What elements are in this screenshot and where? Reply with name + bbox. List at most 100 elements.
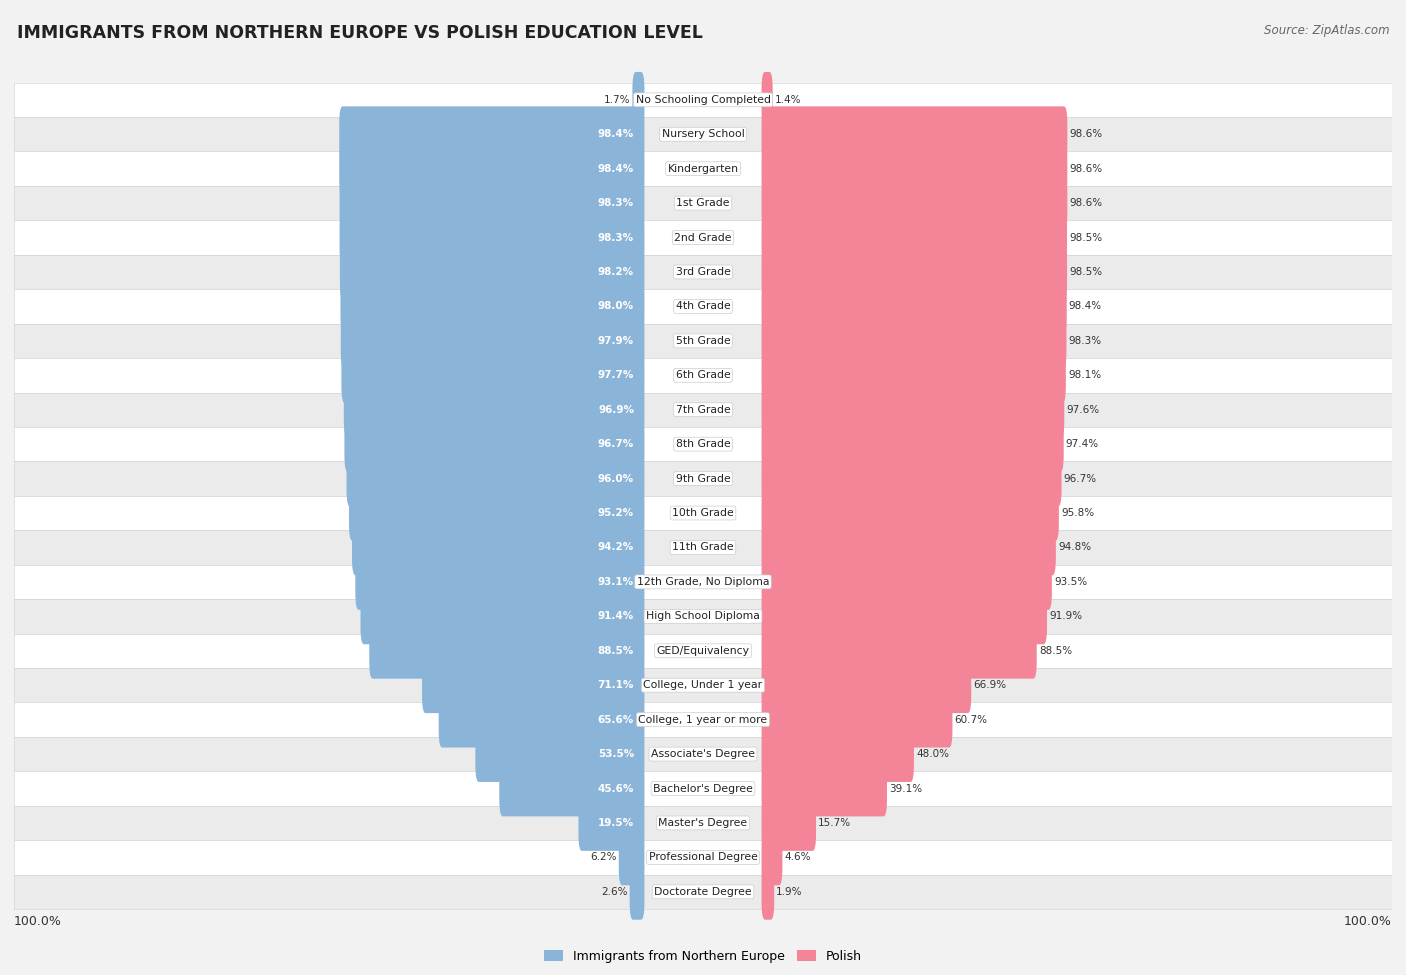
FancyBboxPatch shape — [14, 358, 1392, 393]
Text: 98.3%: 98.3% — [1069, 335, 1102, 346]
FancyBboxPatch shape — [14, 565, 1392, 599]
Text: 93.1%: 93.1% — [598, 577, 634, 587]
Text: 66.9%: 66.9% — [973, 681, 1007, 690]
Text: Master's Degree: Master's Degree — [658, 818, 748, 828]
Text: 88.5%: 88.5% — [598, 645, 634, 656]
Text: 96.9%: 96.9% — [598, 405, 634, 414]
FancyBboxPatch shape — [762, 313, 1066, 369]
Text: 97.7%: 97.7% — [598, 370, 634, 380]
Text: 10th Grade: 10th Grade — [672, 508, 734, 518]
Text: 97.6%: 97.6% — [1066, 405, 1099, 414]
Text: 98.6%: 98.6% — [1070, 198, 1102, 208]
Text: 98.4%: 98.4% — [598, 164, 634, 174]
FancyBboxPatch shape — [762, 72, 773, 128]
FancyBboxPatch shape — [762, 520, 1056, 575]
Legend: Immigrants from Northern Europe, Polish: Immigrants from Northern Europe, Polish — [538, 945, 868, 968]
FancyBboxPatch shape — [14, 805, 1392, 840]
FancyBboxPatch shape — [762, 347, 1066, 404]
FancyBboxPatch shape — [762, 279, 1067, 334]
Text: 5th Grade: 5th Grade — [676, 335, 730, 346]
Text: 98.3%: 98.3% — [598, 233, 634, 243]
Text: GED/Equivalency: GED/Equivalency — [657, 645, 749, 656]
Text: 2nd Grade: 2nd Grade — [675, 233, 731, 243]
FancyBboxPatch shape — [356, 554, 644, 609]
Text: 98.3%: 98.3% — [598, 198, 634, 208]
FancyBboxPatch shape — [762, 416, 1064, 472]
FancyBboxPatch shape — [339, 106, 644, 162]
Text: 95.2%: 95.2% — [598, 508, 634, 518]
Text: Bachelor's Degree: Bachelor's Degree — [652, 784, 754, 794]
Text: 12th Grade, No Diploma: 12th Grade, No Diploma — [637, 577, 769, 587]
FancyBboxPatch shape — [344, 382, 644, 438]
Text: 53.5%: 53.5% — [598, 749, 634, 760]
Text: 93.5%: 93.5% — [1054, 577, 1087, 587]
FancyBboxPatch shape — [762, 244, 1067, 300]
FancyBboxPatch shape — [14, 496, 1392, 530]
FancyBboxPatch shape — [578, 795, 644, 851]
FancyBboxPatch shape — [370, 623, 644, 679]
FancyBboxPatch shape — [14, 634, 1392, 668]
Text: Associate's Degree: Associate's Degree — [651, 749, 755, 760]
Text: 6.2%: 6.2% — [591, 852, 617, 862]
Text: 71.1%: 71.1% — [598, 681, 634, 690]
FancyBboxPatch shape — [352, 520, 644, 575]
Text: Nursery School: Nursery School — [662, 130, 744, 139]
FancyBboxPatch shape — [342, 347, 644, 404]
FancyBboxPatch shape — [762, 486, 1059, 541]
Text: Doctorate Degree: Doctorate Degree — [654, 887, 752, 897]
FancyBboxPatch shape — [499, 760, 644, 816]
FancyBboxPatch shape — [14, 324, 1392, 358]
FancyBboxPatch shape — [619, 830, 644, 885]
Text: 60.7%: 60.7% — [955, 715, 987, 724]
Text: 98.2%: 98.2% — [598, 267, 634, 277]
Text: 3rd Grade: 3rd Grade — [675, 267, 731, 277]
Text: IMMIGRANTS FROM NORTHERN EUROPE VS POLISH EDUCATION LEVEL: IMMIGRANTS FROM NORTHERN EUROPE VS POLIS… — [17, 24, 703, 42]
Text: 7th Grade: 7th Grade — [676, 405, 730, 414]
FancyBboxPatch shape — [762, 760, 887, 816]
Text: 96.0%: 96.0% — [598, 474, 634, 484]
FancyBboxPatch shape — [762, 382, 1064, 438]
Text: 91.9%: 91.9% — [1049, 611, 1083, 621]
Text: 4.6%: 4.6% — [785, 852, 811, 862]
FancyBboxPatch shape — [14, 83, 1392, 117]
FancyBboxPatch shape — [14, 290, 1392, 324]
Text: 98.5%: 98.5% — [1069, 233, 1102, 243]
Text: Kindergarten: Kindergarten — [668, 164, 738, 174]
FancyBboxPatch shape — [14, 186, 1392, 220]
FancyBboxPatch shape — [346, 450, 644, 506]
Text: 1.4%: 1.4% — [775, 95, 801, 105]
Text: 15.7%: 15.7% — [818, 818, 851, 828]
Text: 98.1%: 98.1% — [1069, 370, 1101, 380]
FancyBboxPatch shape — [630, 864, 644, 919]
FancyBboxPatch shape — [762, 691, 952, 748]
FancyBboxPatch shape — [422, 657, 644, 713]
FancyBboxPatch shape — [633, 72, 644, 128]
FancyBboxPatch shape — [14, 254, 1392, 290]
FancyBboxPatch shape — [344, 416, 644, 472]
FancyBboxPatch shape — [762, 450, 1062, 506]
FancyBboxPatch shape — [14, 668, 1392, 702]
Text: 91.4%: 91.4% — [598, 611, 634, 621]
FancyBboxPatch shape — [14, 461, 1392, 496]
FancyBboxPatch shape — [762, 726, 914, 782]
Text: 95.8%: 95.8% — [1062, 508, 1094, 518]
FancyBboxPatch shape — [340, 210, 644, 265]
Text: 11th Grade: 11th Grade — [672, 542, 734, 553]
Text: 98.4%: 98.4% — [598, 130, 634, 139]
FancyBboxPatch shape — [762, 589, 1047, 644]
FancyBboxPatch shape — [14, 427, 1392, 461]
Text: 97.9%: 97.9% — [598, 335, 634, 346]
FancyBboxPatch shape — [340, 244, 644, 300]
FancyBboxPatch shape — [340, 313, 644, 369]
Text: 100.0%: 100.0% — [14, 915, 62, 927]
Text: 98.6%: 98.6% — [1070, 130, 1102, 139]
FancyBboxPatch shape — [762, 210, 1067, 265]
FancyBboxPatch shape — [360, 589, 644, 644]
Text: College, 1 year or more: College, 1 year or more — [638, 715, 768, 724]
Text: College, Under 1 year: College, Under 1 year — [644, 681, 762, 690]
FancyBboxPatch shape — [14, 840, 1392, 875]
FancyBboxPatch shape — [762, 657, 972, 713]
FancyBboxPatch shape — [762, 176, 1067, 231]
FancyBboxPatch shape — [14, 599, 1392, 634]
Text: 98.4%: 98.4% — [1069, 301, 1102, 311]
